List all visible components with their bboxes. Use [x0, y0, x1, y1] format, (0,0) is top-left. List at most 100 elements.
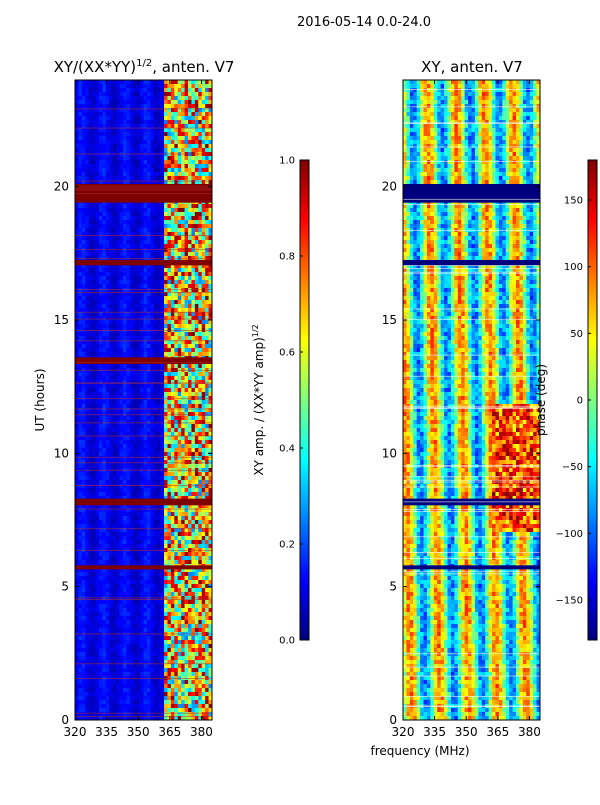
heat-cell: [160, 288, 165, 293]
heat-cell: [164, 280, 168, 285]
heat-cell: [136, 128, 141, 133]
heat-cell: [119, 180, 124, 185]
heat-cell: [160, 440, 165, 445]
heat-cell: [85, 464, 90, 469]
heat-cell: [181, 208, 185, 213]
heat-cell: [146, 228, 151, 233]
heat-cell: [133, 420, 138, 425]
heat-cell: [88, 408, 93, 413]
heat-cell: [95, 280, 100, 285]
heat-cell: [205, 252, 209, 257]
heat-cell: [85, 300, 90, 305]
heat-cell: [191, 424, 196, 429]
heat-cell: [133, 164, 138, 169]
heat-cell: [78, 540, 83, 545]
heat-cell: [81, 88, 86, 93]
heat-cell: [81, 488, 86, 493]
heat-cell: [78, 144, 83, 149]
heat-cell: [174, 504, 179, 509]
heat-cell: [181, 288, 185, 293]
heat-cell: [95, 484, 100, 489]
heat-cell: [143, 416, 148, 421]
heat-cell: [92, 312, 96, 317]
heat-cell: [160, 424, 165, 429]
heat-cell: [150, 456, 155, 461]
heat-cell: [92, 148, 96, 153]
heat-cell: [136, 340, 141, 345]
heat-cell: [85, 240, 90, 245]
heat-cell: [116, 312, 120, 317]
heat-cell: [153, 320, 158, 325]
heat-cell: [136, 276, 141, 281]
heat-cell: [188, 180, 192, 185]
heat-cell: [140, 176, 144, 181]
heat-cell: [160, 416, 165, 421]
heat-cell: [81, 436, 86, 441]
heat-cell: [136, 176, 141, 181]
heat-cell: [205, 280, 209, 285]
heat-cell: [191, 384, 196, 389]
heat-cell: [170, 388, 175, 393]
heat-cell: [85, 496, 90, 501]
heat-cell: [112, 320, 117, 325]
heat-cell: [112, 388, 117, 393]
heat-cell: [109, 576, 114, 581]
heat-cell: [105, 116, 110, 121]
heat-cell: [170, 344, 175, 349]
heat-cell: [116, 464, 120, 469]
heat-cell: [133, 392, 138, 397]
heat-cell: [116, 480, 120, 485]
heat-cell: [122, 288, 127, 293]
heat-cell: [119, 488, 124, 493]
heat-cell: [205, 396, 209, 401]
heat-cell: [188, 336, 192, 341]
heat-cell: [112, 216, 117, 221]
heat-cell: [78, 224, 83, 229]
heat-cell: [92, 412, 96, 417]
heat-cell: [81, 156, 86, 161]
heat-cell: [133, 508, 138, 513]
heat-cell: [129, 100, 134, 105]
heat-cell: [95, 472, 100, 477]
heat-cell: [191, 84, 196, 89]
heat-cell: [85, 272, 90, 277]
heat-cell: [75, 256, 79, 261]
heat-cell: [160, 524, 165, 529]
heat-cell: [205, 304, 209, 309]
heat-cell: [105, 396, 110, 401]
heat-cell: [102, 332, 107, 337]
heat-cell: [126, 208, 131, 213]
heat-cell: [188, 540, 192, 545]
heat-cell: [198, 132, 203, 137]
heat-cell: [208, 244, 212, 249]
heat-cell: [146, 524, 151, 529]
heat-cell: [109, 384, 114, 389]
heat-cell: [95, 560, 100, 565]
heat-cell: [157, 560, 162, 565]
heat-cell: [146, 540, 151, 545]
heat-cell: [119, 524, 124, 529]
heat-cell: [194, 520, 199, 525]
heat-cell: [85, 380, 90, 385]
heat-cell: [160, 292, 165, 297]
heat-cell: [102, 348, 107, 353]
heat-cell: [143, 312, 148, 317]
heat-cell: [122, 240, 127, 245]
heat-cell: [98, 108, 103, 113]
heat-cell: [102, 508, 107, 513]
heat-cell: [188, 100, 192, 105]
heat-cell: [98, 164, 103, 169]
heat-cell: [122, 476, 127, 481]
heat-cell: [177, 512, 182, 517]
heat-cell: [136, 292, 141, 297]
heat-cell: [75, 88, 79, 93]
heat-cell: [95, 408, 100, 413]
heat-cell: [157, 144, 162, 149]
heat-cell: [136, 108, 141, 113]
heat-cell: [181, 304, 185, 309]
heat-cell: [194, 556, 199, 561]
heat-cell: [205, 496, 209, 501]
heat-cell: [157, 272, 162, 277]
heat-cell: [167, 492, 172, 497]
heat-cell: [157, 248, 162, 253]
